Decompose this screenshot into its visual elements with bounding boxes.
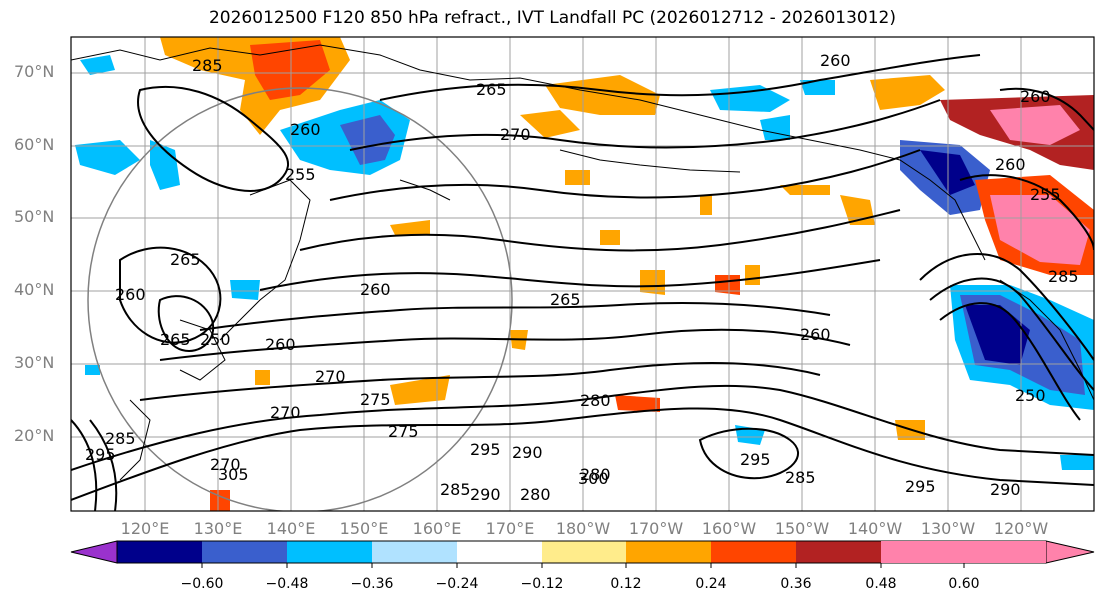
lon-label: 120°E (120, 519, 170, 538)
contour-label: 290 (990, 480, 1021, 499)
contour-label: 270 (315, 367, 346, 386)
contour-label: 275 (360, 390, 391, 409)
colorbar-segment (881, 541, 964, 563)
colorbar-tick-label: 0.60 (948, 576, 980, 592)
contour-label: 295 (85, 445, 116, 464)
contour-label: 260 (820, 51, 851, 70)
contour-label: 275 (388, 422, 419, 441)
contour-label: 280 (520, 485, 551, 504)
contour-label: 295 (905, 477, 936, 496)
colorbar-tick-label: −0.48 (265, 576, 309, 592)
colorbar-tick-label: 0.48 (865, 576, 897, 592)
contour-label: 285 (105, 429, 136, 448)
contour-label: 280 (580, 391, 611, 410)
contour-label: 265 (476, 80, 507, 99)
contour-label: 285 (785, 468, 816, 487)
contour-label: 260 (115, 285, 146, 304)
contour-label: 305 (218, 465, 249, 484)
colorbar (70, 540, 1095, 568)
contour-label: 285 (440, 480, 471, 499)
colorbar-segment (202, 541, 287, 563)
lon-label: 130°E (193, 519, 243, 538)
lon-label: 140°E (266, 519, 316, 538)
lon-label: 180°W (555, 519, 611, 538)
colorbar-segment (626, 541, 711, 563)
colorbar-over-arrow (1046, 541, 1094, 563)
lat-label: 60°N (14, 135, 55, 154)
colorbar-tick-label: 0.24 (695, 576, 727, 592)
lon-label: 150°W (774, 519, 830, 538)
contour-label: 265 (550, 290, 581, 309)
contour-lines (71, 54, 1094, 511)
contour-label: 295 (740, 450, 771, 469)
colorbar-tick-label: −0.60 (180, 576, 224, 592)
contour-label: 270 (270, 403, 301, 422)
colorbar-tick-label: −0.12 (520, 576, 564, 592)
colorbar-segment (372, 541, 457, 563)
colorbar-segment (711, 541, 796, 563)
contour-label: 260 (360, 280, 391, 299)
lat-label: 30°N (14, 353, 55, 372)
contour-label: 290 (470, 485, 501, 504)
contour-label: 255 (1030, 185, 1061, 204)
plot-frame (70, 36, 1095, 512)
lon-label: 150°E (339, 519, 389, 538)
contour-label: 285 (192, 56, 223, 75)
colorbar-segment (964, 541, 1046, 563)
colorbar-tick-label: −0.24 (435, 576, 479, 592)
colorbar-segment (457, 541, 542, 563)
graticule (71, 37, 1094, 511)
contour-label: 260 (995, 155, 1026, 174)
contour-label: 300 (578, 469, 609, 488)
contour-label: 270 (500, 125, 531, 144)
lon-label: 130°W (920, 519, 976, 538)
colorbar-segment (287, 541, 372, 563)
lat-label: 50°N (14, 207, 55, 226)
refractivity-shading (75, 37, 1094, 511)
lon-label: 160°W (701, 519, 757, 538)
lat-label: 70°N (14, 62, 55, 81)
lon-label: 120°W (993, 519, 1049, 538)
contour-label: 290 (512, 443, 543, 462)
contour-label: 270 (210, 455, 241, 474)
lon-label: 160°E (412, 519, 462, 538)
colorbar-under-arrow (71, 541, 117, 563)
colorbar-segment (542, 541, 626, 563)
coastlines (71, 44, 1094, 481)
lat-label: 20°N (14, 426, 55, 445)
contour-label: 295 (470, 440, 501, 459)
contour-label: 285 (1048, 267, 1079, 286)
lon-label: 170°E (485, 519, 535, 538)
range-ring (87, 87, 513, 511)
contour-label: 280 (580, 465, 611, 484)
colorbar-segment (796, 541, 881, 563)
colorbar-segment (117, 541, 202, 563)
lon-label: 140°W (847, 519, 903, 538)
colorbar-tick-label: −0.36 (350, 576, 394, 592)
contour-label: 260 (800, 325, 831, 344)
map-title: 2026012500 F120 850 hPa refract., IVT La… (208, 8, 896, 28)
contour-labels: 285 260 265 270 260 255 265 260 260 265 … (85, 51, 1079, 504)
lat-label: 40°N (14, 280, 55, 299)
contour-label: 260 (1020, 87, 1051, 106)
colorbar-tick-label: 0.12 (610, 576, 642, 592)
colorbar-tick-label: 0.36 (780, 576, 812, 592)
lon-label: 170°W (628, 519, 684, 538)
contour-label: 250 (200, 330, 231, 349)
contour-label: 255 (285, 165, 316, 184)
contour-label: 265 (170, 250, 201, 269)
contour-label: 250 (1015, 386, 1046, 405)
contour-label: 260 (290, 120, 321, 139)
contour-label: 265 (160, 330, 191, 349)
contour-label: 260 (265, 335, 296, 354)
